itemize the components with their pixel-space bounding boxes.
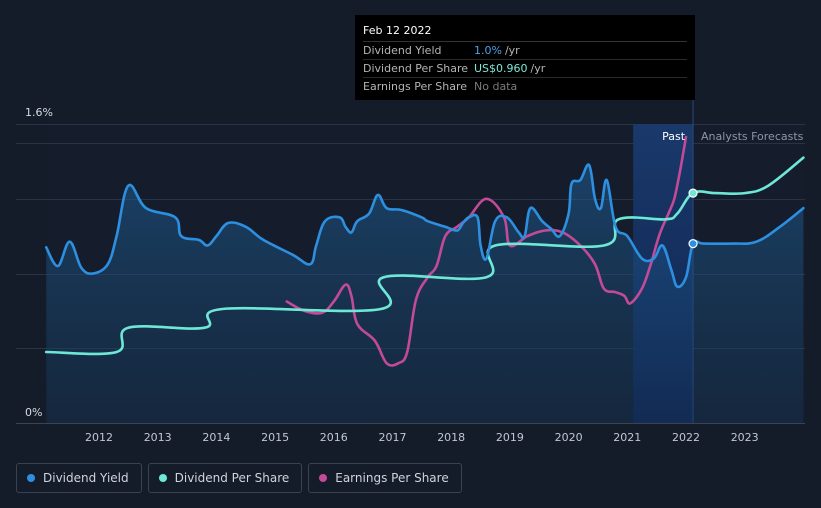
y-top-label: 1.6% xyxy=(25,106,53,119)
x-tick-label: 2015 xyxy=(261,431,289,444)
tooltip-row-dividend-yield: Dividend Yield 1.0% /yr xyxy=(363,42,687,60)
dividend-yield-marker xyxy=(688,239,698,249)
forecast-label: Analysts Forecasts xyxy=(701,130,804,143)
legend-label: Earnings Per Share xyxy=(335,471,449,485)
x-tick-label: 2021 xyxy=(613,431,641,444)
tooltip-value: 1.0% xyxy=(474,44,502,57)
legend-item-dividend-per-share[interactable]: Dividend Per Share xyxy=(147,463,303,493)
y-bottom-label: 0% xyxy=(25,406,42,419)
earnings-per-share-line xyxy=(285,135,688,367)
tooltip-date: Feb 12 2022 xyxy=(363,21,687,42)
tooltip-label: Dividend Per Share xyxy=(363,62,469,75)
x-tick-label: 2018 xyxy=(437,431,465,444)
dividend-yield-line xyxy=(44,163,805,289)
legend-item-dividend-yield[interactable]: Dividend Yield xyxy=(16,463,142,493)
series-layer xyxy=(44,135,805,423)
legend-dot-icon xyxy=(319,474,328,482)
tooltip-row-earnings-per-share: Earnings Per Share No data xyxy=(363,78,687,95)
x-tick-label: 2016 xyxy=(320,431,348,444)
x-tick-label: 2022 xyxy=(672,431,700,444)
x-tick-label: 2019 xyxy=(496,431,524,444)
x-tick-label: 2013 xyxy=(144,431,172,444)
x-tick-label: 2017 xyxy=(379,431,407,444)
tooltip-label: Earnings Per Share xyxy=(363,80,468,93)
tooltip-value: US$0.960 xyxy=(474,62,528,75)
tooltip-unit: /yr xyxy=(530,62,546,75)
legend-dot-icon xyxy=(158,474,167,482)
tooltip-value: No data xyxy=(474,80,518,93)
legend-dot-icon xyxy=(27,474,35,482)
legend-label: Dividend Yield xyxy=(43,471,129,485)
legend: Dividend Yield Dividend Per Share Earnin… xyxy=(16,463,462,493)
tooltip-label: Dividend Yield xyxy=(363,44,442,57)
tooltip-row-dividend-per-share: Dividend Per Share US$0.960 /yr xyxy=(363,60,687,78)
x-tick-label: 2012 xyxy=(85,431,113,444)
dividend-per-share-line xyxy=(44,156,805,356)
axis-labels: 1.6% 0% Past Analysts Forecasts 2012 2013 2014… xyxy=(25,106,804,444)
dividend-per-share-marker xyxy=(688,188,698,198)
x-tick-label: 2014 xyxy=(202,431,230,444)
legend-label: Dividend Per Share xyxy=(174,471,290,485)
x-tick-label: 2023 xyxy=(731,431,759,444)
markers xyxy=(688,188,698,249)
past-label: Past xyxy=(662,130,686,143)
tooltip: Feb 12 2022 Dividend Yield 1.0% /yr Divi… xyxy=(355,15,695,100)
tooltip-unit: /yr xyxy=(504,44,520,57)
x-tick-label: 2020 xyxy=(555,431,583,444)
legend-item-earnings-per-share[interactable]: Earnings Per Share xyxy=(308,463,462,493)
